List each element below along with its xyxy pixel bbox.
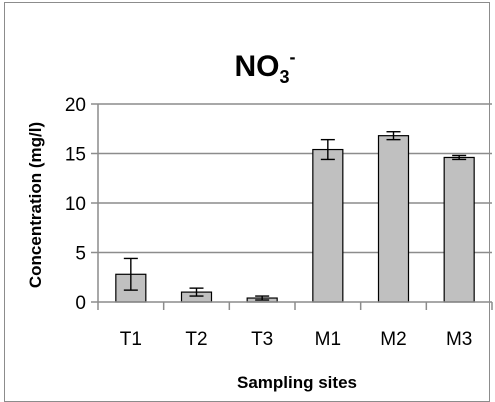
x-tick-label-T1: T1 bbox=[120, 329, 142, 350]
bar-M2 bbox=[377, 135, 410, 303]
y-tick-label-10: 10 bbox=[65, 194, 86, 215]
x-tick-label-T2: T2 bbox=[185, 329, 207, 350]
y-tick-label-5: 5 bbox=[75, 244, 86, 265]
x-tick-label-M2: M2 bbox=[380, 329, 406, 350]
x-axis-title: Sampling sites bbox=[237, 373, 357, 392]
bars bbox=[115, 131, 475, 303]
x-tick-label-M3: M3 bbox=[446, 329, 472, 350]
y-tick-label-15: 15 bbox=[65, 145, 86, 166]
chart-title: NO3- bbox=[234, 47, 295, 87]
y-tick-label-20: 20 bbox=[65, 95, 86, 116]
bar-M1 bbox=[312, 148, 344, 303]
gridlines bbox=[98, 103, 492, 254]
tick-labels: 0 5 10 15 20 T1 T2 T3 M1 M2 M3 bbox=[65, 95, 473, 350]
axes bbox=[91, 103, 493, 310]
x-tick-label-M1: M1 bbox=[315, 329, 341, 350]
y-tick-label-0: 0 bbox=[75, 293, 86, 314]
y-axis-title: Concentration (mg/l) bbox=[26, 122, 45, 288]
chart-title-superscript: - bbox=[290, 47, 296, 67]
x-tick-label-T3: T3 bbox=[251, 329, 273, 350]
bar-M3 bbox=[443, 156, 475, 303]
chart-title-subscript: 3 bbox=[279, 67, 289, 87]
chart-title-main: NO bbox=[234, 50, 279, 83]
